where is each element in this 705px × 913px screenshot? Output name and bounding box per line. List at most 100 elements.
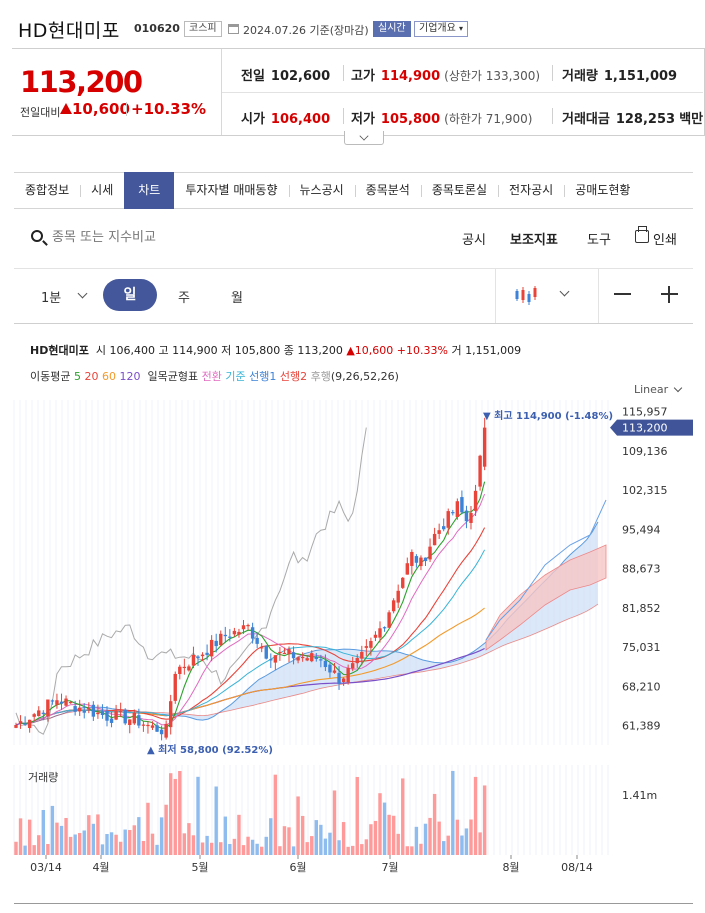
candle-body xyxy=(351,663,355,669)
volume-bar xyxy=(178,771,182,855)
open-label: 시 xyxy=(95,344,106,357)
ichimoku-base[interactable]: 기준 xyxy=(225,370,246,383)
volume-bar xyxy=(291,846,296,855)
volume-bar xyxy=(68,836,73,855)
volume-bar xyxy=(59,825,64,855)
volume-bar xyxy=(469,819,473,855)
indicator-button[interactable]: 보조지표 xyxy=(510,233,558,248)
candle-body xyxy=(23,723,27,725)
volume-bar xyxy=(282,826,287,855)
low-value: 105,800 xyxy=(234,344,281,357)
candle-body xyxy=(455,501,460,518)
tab-analysis[interactable]: 종목분석 xyxy=(354,172,421,209)
period-week-button[interactable]: 주 xyxy=(178,291,190,306)
candle-body xyxy=(73,706,77,712)
low-label: 저 xyxy=(221,344,232,357)
current-price: 113,200 xyxy=(20,65,143,99)
candle-body xyxy=(64,698,68,706)
minute-period-select[interactable]: 1분 xyxy=(41,291,62,306)
volume-bar xyxy=(346,846,350,855)
amount-value: 128,253 xyxy=(615,112,676,127)
ma-120[interactable]: 120 xyxy=(119,370,141,383)
volume-bar xyxy=(64,817,68,855)
candle-body xyxy=(296,657,300,661)
lower-limit: (하한가 71,900) xyxy=(444,112,533,126)
current-price-marker xyxy=(610,419,693,436)
ma-label: 이동평균 xyxy=(30,370,71,383)
volume-bar xyxy=(100,844,105,855)
tools-button[interactable]: 도구 xyxy=(587,233,611,248)
disclosure-button[interactable]: 공시 xyxy=(462,233,486,248)
ichimoku-span2[interactable]: 선행2 xyxy=(279,370,308,383)
volume-label: 거 xyxy=(451,344,462,357)
volume-bar xyxy=(146,802,150,855)
chart-stock-name: HD현대미포 xyxy=(30,344,89,357)
zoom-out-button[interactable] xyxy=(614,293,631,295)
candle-body xyxy=(310,653,314,662)
tab-discussion[interactable]: 종목토론실 xyxy=(420,172,498,209)
tab-chart[interactable]: 차트 xyxy=(124,172,175,209)
candle-body xyxy=(300,656,305,659)
y-tick-label: 88,673 xyxy=(622,563,661,576)
volume-bar xyxy=(96,814,100,855)
volume-bar xyxy=(473,776,478,855)
close-value: 113,200 xyxy=(297,344,343,357)
candle-body xyxy=(328,664,332,673)
zoom-in-button[interactable] xyxy=(661,286,678,303)
ma-60[interactable]: 60 xyxy=(101,370,116,383)
candle-body xyxy=(141,724,146,726)
candle-body xyxy=(428,546,432,560)
tab-overview[interactable]: 종합정보 xyxy=(25,183,70,197)
volume-bar xyxy=(182,833,187,855)
tab-short-selling[interactable]: 공매도현황 xyxy=(564,172,641,209)
volume-bar xyxy=(255,843,259,855)
candle-body xyxy=(205,652,209,655)
compare-search-input[interactable] xyxy=(52,226,272,248)
candle-body xyxy=(269,659,273,661)
candle-body xyxy=(405,563,409,575)
candle-body xyxy=(373,634,378,638)
candle-body xyxy=(355,658,359,664)
tab-e-disclosure[interactable]: 전자공시 xyxy=(498,172,564,209)
expand-toggle-button[interactable] xyxy=(344,131,384,145)
low-value: 105,800 xyxy=(380,112,441,127)
print-button[interactable]: 인쇄 xyxy=(653,233,677,248)
company-overview-label: 기업개요 xyxy=(419,23,456,34)
volume-bar xyxy=(382,802,387,855)
search-icon[interactable] xyxy=(31,230,43,242)
volume-bar xyxy=(91,823,96,855)
print-icon[interactable] xyxy=(635,226,649,243)
period-month-button[interactable]: 월 xyxy=(231,291,243,306)
volume-bar xyxy=(159,817,164,855)
volume-bar xyxy=(260,846,264,855)
company-overview-dropdown[interactable]: 기업개요 ▾ xyxy=(414,21,469,37)
ma-20[interactable]: 20 xyxy=(84,370,99,383)
volume-bar xyxy=(50,805,55,855)
tab-investor-trends[interactable]: 투자자별 매매동향 xyxy=(185,183,278,197)
ichimoku-conversion[interactable]: 전환 xyxy=(201,370,222,383)
upper-limit: (상한가 133,300) xyxy=(444,69,541,83)
divider xyxy=(495,269,496,323)
realtime-button[interactable]: 실시간 xyxy=(373,21,411,37)
scale-mode-select[interactable]: Linear xyxy=(634,383,669,396)
volume-bar xyxy=(55,822,59,855)
candle-body xyxy=(241,625,246,630)
chart-ohlc-info: HD현대미포 시 106,400 고 114,900 저 105,800 종 1… xyxy=(30,342,521,358)
change-label: 전일대비 xyxy=(20,106,61,119)
volume-bar xyxy=(373,820,378,855)
ichimoku-lagging[interactable]: 후행 xyxy=(310,370,331,383)
ichimoku-span1[interactable]: 선행1 xyxy=(249,370,277,383)
candle-body xyxy=(410,551,414,566)
period-day-button[interactable]: 일 xyxy=(103,279,157,311)
period-bar: 1분 일 주 월 xyxy=(14,268,693,324)
tab-news[interactable]: 뉴스공시 xyxy=(288,172,355,209)
ma-5[interactable]: 5 xyxy=(73,370,81,383)
candle-body xyxy=(364,646,369,648)
prev-close: 전일 102,600 xyxy=(241,65,330,84)
tab-quotes[interactable]: 시세 xyxy=(80,172,124,209)
stock-header: HD현대미포 010620 코스피 2024.07.26 기준(장마감) 실시간… xyxy=(0,0,705,48)
candlestick-icon[interactable] xyxy=(514,283,538,307)
open-value: 106,400 xyxy=(109,344,155,357)
high-label: 고가 xyxy=(351,69,375,84)
